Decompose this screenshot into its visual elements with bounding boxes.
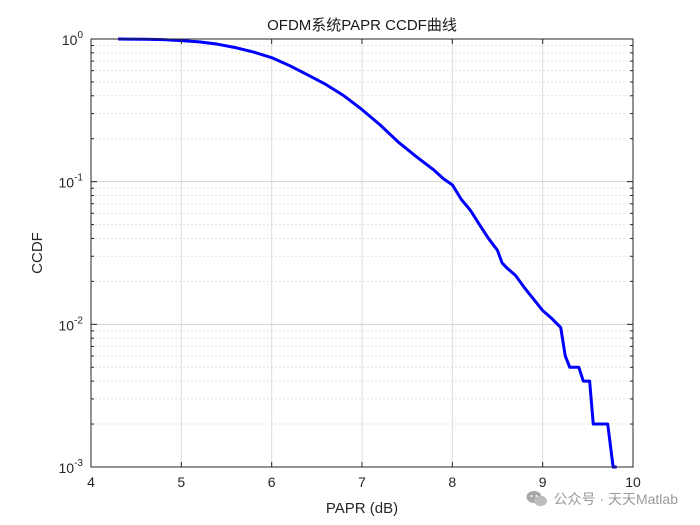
x-tick-label: 9 xyxy=(539,474,547,490)
y-tick-label: 100 xyxy=(62,30,84,48)
y-tick-label: 10-1 xyxy=(59,173,84,191)
wechat-icon xyxy=(526,491,547,507)
series-line xyxy=(118,37,617,469)
series-layer xyxy=(118,37,617,469)
y-tick-labels: 100 10-1 10-2 10-3 xyxy=(59,30,84,476)
x-axis-label: PAPR (dB) xyxy=(326,500,398,517)
watermark: 公众号 · 天天Matlab xyxy=(526,489,678,509)
x-tick-label: 8 xyxy=(448,474,456,490)
x-tick-label: 4 xyxy=(87,474,95,490)
x-tick-labels: 4 5 6 7 8 9 10 xyxy=(87,474,641,490)
x-tick-label: 7 xyxy=(358,474,366,490)
x-tick-label: 10 xyxy=(625,474,641,490)
chart-title: OFDM系统PAPR CCDF曲线 xyxy=(267,17,457,34)
watermark-text: 公众号 · 天天Matlab xyxy=(553,491,678,507)
x-tick-label: 5 xyxy=(177,474,185,490)
tick-marks xyxy=(90,38,634,468)
x-tick-label: 6 xyxy=(268,474,276,490)
y-tick-label: 10-2 xyxy=(59,315,84,333)
y-tick-label: 10-3 xyxy=(59,458,84,476)
y-axis-label: CCDF xyxy=(29,232,46,274)
